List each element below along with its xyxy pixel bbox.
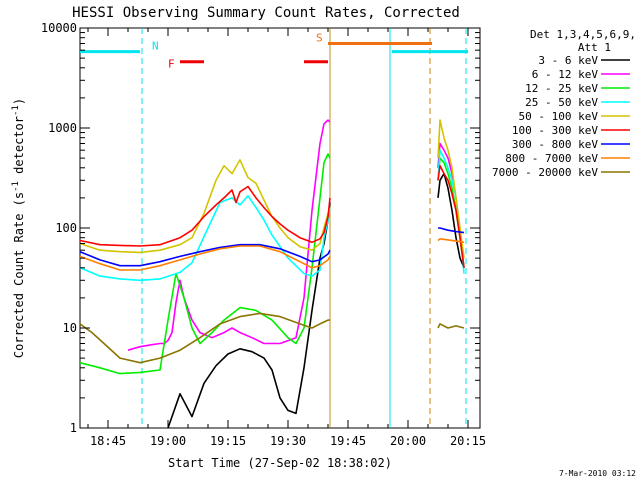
legend-header-line1: Det 1,3,4,5,6,9, (530, 28, 636, 41)
legend-label-7: 800 - 7000 keV (505, 152, 598, 165)
x-axis-label: Start Time (27-Sep-02 18:38:02) (168, 456, 392, 470)
y-tick-label: 10000 (41, 21, 77, 35)
legend-label-3: 25 - 50 keV (525, 96, 598, 109)
series-line-5 (79, 164, 465, 268)
flag-bars: NF S (80, 31, 468, 71)
legend-label-0: 3 - 6 keV (538, 54, 598, 67)
x-tick-label: 18:45 (90, 434, 126, 448)
y-axis-label-sup2: -1 (11, 105, 21, 116)
series-lines (79, 119, 465, 429)
flag-label-N: N (152, 40, 159, 53)
y-tick-label: 100 (55, 221, 77, 235)
y-axis: 1 10 100 1000 10000 (41, 21, 480, 435)
x-tick-label: 20:00 (390, 434, 426, 448)
y-axis-label-end: ) (12, 98, 26, 105)
legend-label-2: 12 - 25 keV (525, 82, 598, 95)
series-line-4 (79, 119, 465, 259)
y-tick-label: 10 (63, 321, 77, 335)
flag-label-F: F (168, 58, 175, 71)
legend-label-1: 6 - 12 keV (532, 68, 599, 81)
x-tick-label: 20:15 (450, 434, 486, 448)
series-line-0 (167, 172, 465, 429)
chart-title: HESSI Observing Summary Count Rates, Cor… (72, 5, 460, 21)
flag-label-S: S (316, 31, 323, 44)
series-line-8 (79, 312, 465, 364)
legend-label-5: 100 - 300 keV (512, 124, 598, 137)
legend-label-8: 7000 - 20000 keV (492, 166, 598, 179)
plot-area: NFS 18:45 19:00 19:15 19:30 19:45 20:00 20:15 … (41, 21, 486, 448)
y-tick-label: 1 (70, 421, 77, 435)
x-axis: 18:45 19:00 19:15 19:30 19:45 20:00 20:15 (87, 28, 486, 448)
y-tick-label: 1000 (48, 121, 77, 135)
legend-header-line2: Att 1 (578, 41, 611, 54)
y-axis-label-mid: detector (12, 116, 26, 181)
series-line-2 (79, 153, 465, 375)
legend-label-4: 50 - 100 keV (519, 110, 599, 123)
footer-date: 7-Mar-2010 03:12 (559, 469, 636, 478)
x-tick-label: 19:30 (270, 434, 306, 448)
y-axis-label-sup1: -1 (11, 181, 21, 192)
legend-label-6: 300 - 800 keV (512, 138, 598, 151)
series-line-6 (79, 227, 465, 267)
series-line-7 (79, 238, 465, 271)
y-axis-label: Corrected Count Rate (s-1 detector-1) (11, 98, 26, 358)
vertical-markers (141, 28, 467, 428)
y-axis-label-main: Corrected Count Rate (s (12, 192, 26, 358)
x-tick-label: 19:45 (330, 434, 366, 448)
x-tick-label: 19:15 (210, 434, 246, 448)
x-tick-label: 19:00 (150, 434, 186, 448)
